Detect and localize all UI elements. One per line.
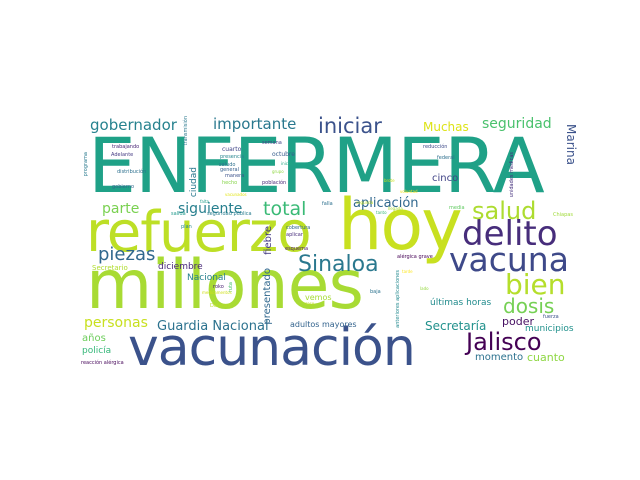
word-iniciar: iniciar xyxy=(318,114,382,138)
word-delito: delito xyxy=(462,214,558,254)
word-plan: plan xyxy=(181,224,192,230)
word-jalisco: Jalisco xyxy=(466,328,542,356)
word-marina: Marina xyxy=(564,124,578,165)
word-anteriores-aplicaciones: anteriores aplicaciones xyxy=(395,270,401,328)
word-general: general xyxy=(220,167,240,173)
word-salud: salud xyxy=(472,197,537,225)
word-programa: programa xyxy=(83,152,89,177)
word-importante: importante xyxy=(213,115,297,133)
word-medicamentos: medicamentos xyxy=(202,290,232,295)
word-vacunados: vacunados xyxy=(225,192,247,197)
word-brote: brote xyxy=(384,178,395,183)
word-momento: momento xyxy=(475,352,524,363)
word-muchas: Muchas xyxy=(423,120,469,134)
word-baja: baja xyxy=(370,289,381,295)
word-reaccion-alergica: reacción alérgica xyxy=(81,360,124,366)
word-media: media xyxy=(449,205,465,211)
word-vacuna: vacuna xyxy=(449,240,569,279)
word-enfermera: ENFERMERA xyxy=(88,121,545,210)
word-fuerza: fuerza xyxy=(543,314,559,320)
word-falta: falta xyxy=(200,199,209,204)
word-nacional: Nacional xyxy=(187,273,226,283)
word-salida: salida xyxy=(171,211,186,217)
word-distribucion: distribución xyxy=(117,169,147,175)
word-anos: años xyxy=(82,333,106,344)
word-defensa: Defensa xyxy=(210,303,231,309)
word-piezas: piezas xyxy=(98,244,156,265)
word-vacunacion: vacunación xyxy=(128,318,416,378)
word-semana: semana xyxy=(262,140,282,146)
word-cuarto: cuarto xyxy=(222,146,242,153)
word-cuanto: cuanto xyxy=(527,351,565,364)
word-vemos: vemos xyxy=(305,293,332,302)
word-adultos-mayores: adultos mayores xyxy=(290,320,357,329)
word-presencia: presencia xyxy=(220,154,245,160)
word-voluntad: voluntad xyxy=(400,189,418,194)
word-aplicacion: aplicación xyxy=(353,196,419,211)
word-secretaria: Secretaría xyxy=(425,319,487,333)
word-poder: poder xyxy=(502,315,534,328)
word-adelante: Adelante xyxy=(111,152,134,158)
word-falla: falla xyxy=(322,201,333,207)
word-manera: manera xyxy=(225,173,245,179)
word-chiapas: Chiapas xyxy=(553,212,573,218)
word-personas: personas xyxy=(84,315,148,331)
word-fiebre: fiebre xyxy=(263,226,274,255)
word-presentado: presentado xyxy=(262,268,273,325)
word-unidades-medicas: unidades médicas xyxy=(509,152,515,198)
word-hecho: hecho xyxy=(222,180,238,186)
word-ultimas-horas: últimas horas xyxy=(430,298,492,308)
word-alergica-grave: alérgica grave xyxy=(397,254,433,260)
word-inicio: inicio xyxy=(281,161,292,166)
word-dosis: dosis xyxy=(503,294,555,318)
word-segunda: segunda xyxy=(356,200,374,205)
word-seguridad: seguridad xyxy=(482,116,552,132)
word-esquema: esquema xyxy=(285,246,309,252)
word-reduccion: reducción xyxy=(423,144,448,150)
word-aplicar: aplicar xyxy=(286,232,303,238)
word-octubre: octubre xyxy=(272,151,295,158)
word-cobertura: cobertura xyxy=(286,225,311,231)
word-bien: bien xyxy=(505,268,566,301)
word-saludo: saludo xyxy=(219,162,236,168)
word-parte: parte xyxy=(102,201,140,217)
word-sinaloa: Sinaloa xyxy=(298,252,379,277)
word-seguridad-publica: seguridad pública xyxy=(207,211,252,217)
word-ciudad: ciudad xyxy=(189,167,199,198)
word-hoy: hoy xyxy=(338,184,463,266)
word-cinco: cinco xyxy=(432,173,459,184)
word-transmision: transmisión xyxy=(183,116,189,146)
word-policia: policía xyxy=(82,346,112,356)
word-guardia-nacional: Guardia Nacional xyxy=(157,319,269,334)
word-total: total xyxy=(263,198,307,220)
word-gobernador: gobernador xyxy=(90,116,177,134)
word-trabajando: trabajando xyxy=(112,144,140,150)
word-federal: federal xyxy=(437,155,455,161)
word-millones: millones xyxy=(86,246,364,325)
word-llegada: llegada xyxy=(388,206,403,211)
word-poblacion: población xyxy=(262,180,287,186)
word-grupo: grupo xyxy=(272,169,284,174)
word-roko: roko xyxy=(213,284,224,290)
word-lado: lado xyxy=(420,286,429,291)
word-municipios: municipios xyxy=(525,324,574,334)
word-refuerzo: refuerzo xyxy=(86,200,312,265)
word-cloud-canvas xyxy=(80,120,580,370)
word-secretario: Secretario xyxy=(92,264,128,272)
word-tanto: tanto xyxy=(376,210,387,215)
word-caso: caso xyxy=(305,301,315,306)
word-siguiente: siguiente xyxy=(178,201,243,217)
word-gobierno: gobierno xyxy=(112,184,135,190)
word-tarde: tarde xyxy=(402,269,413,274)
word-diciembre: diciembre xyxy=(158,262,203,272)
